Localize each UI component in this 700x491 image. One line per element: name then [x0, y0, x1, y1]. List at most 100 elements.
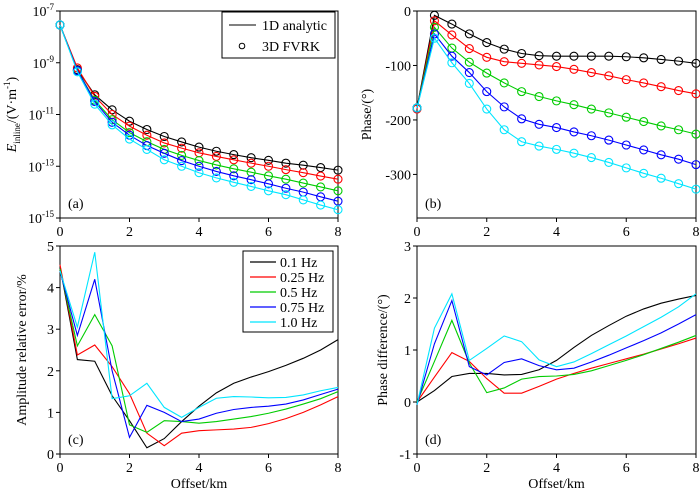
data-point-marker — [604, 108, 614, 118]
data-point-marker — [447, 19, 457, 29]
data-point-marker — [229, 177, 239, 187]
data-point-marker — [517, 137, 527, 147]
data-point-marker — [569, 127, 579, 137]
data-point-marker — [142, 124, 152, 135]
data-point-marker — [464, 68, 474, 78]
series-line — [416, 14, 697, 109]
data-point-marker — [691, 129, 700, 139]
series-0-25-hz — [412, 16, 700, 114]
data-point-marker — [482, 68, 492, 78]
data-point-marker — [499, 44, 509, 54]
data-point-marker — [298, 178, 308, 188]
data-point-marker — [534, 119, 544, 129]
legend-label: 1.0 Hz — [280, 316, 317, 331]
x-tick-label: 4 — [196, 225, 203, 240]
data-point-marker — [124, 134, 135, 144]
data-point-marker — [194, 168, 204, 178]
data-point-marker — [464, 57, 474, 67]
data-point-marker — [281, 158, 291, 168]
x-tick-label: 2 — [483, 225, 490, 240]
data-point-marker — [298, 195, 308, 205]
x-tick-label: 4 — [196, 461, 203, 476]
data-point-marker — [691, 58, 700, 68]
data-point-marker — [107, 117, 117, 127]
data-point-marker — [159, 155, 169, 165]
series-0-1-hz — [416, 294, 697, 403]
legend: 0.1 Hz0.25 Hz0.5 Hz0.75 Hz1.0 Hz — [242, 250, 334, 333]
panel-b-phase: 0 2 4 6 8 0 -100 -200 -300 Phase/(°) (b) — [360, 5, 700, 240]
data-point-marker — [194, 142, 204, 152]
series-line — [59, 24, 339, 211]
data-point-marker — [281, 183, 291, 193]
data-point-marker — [124, 116, 135, 126]
data-point-marker — [586, 104, 596, 114]
series-0-75-hz — [416, 298, 697, 405]
series-line — [59, 268, 339, 433]
data-point-marker — [517, 58, 527, 68]
data-point-marker — [604, 135, 614, 145]
legend-label: 0.5 Hz — [280, 286, 317, 301]
data-point-marker — [569, 64, 579, 74]
y-tick-label: 4 — [47, 282, 54, 297]
data-point-marker — [159, 148, 169, 158]
data-point-marker — [142, 130, 152, 140]
data-point-marker — [534, 51, 544, 61]
series-0-5-hz — [59, 268, 339, 433]
data-point-marker — [159, 138, 169, 148]
data-point-marker — [177, 143, 187, 153]
legend-box — [221, 11, 336, 59]
data-point-marker — [656, 173, 666, 183]
data-point-marker — [569, 51, 579, 61]
plot-frame — [416, 10, 697, 219]
y-tick-label: 10-11 — [28, 106, 54, 124]
series-1-0-hz — [55, 20, 343, 215]
data-point-marker — [517, 48, 527, 59]
data-point-marker — [177, 161, 187, 171]
data-point-marker — [691, 184, 700, 194]
y-tick-label: 10-15 — [28, 209, 54, 227]
x-tick-label: 6 — [265, 225, 272, 240]
x-tick-label: 0 — [414, 225, 421, 240]
y-tick-label: 2 — [47, 365, 54, 380]
x-axis-title: Offset/km — [171, 477, 228, 491]
data-point-marker — [534, 91, 544, 102]
data-point-marker — [639, 78, 649, 88]
y-tick-label: 10-7 — [33, 2, 55, 20]
data-point-marker — [499, 125, 509, 135]
data-point-marker — [447, 58, 457, 68]
x-tick-label: 0 — [57, 225, 64, 240]
data-point-marker — [551, 144, 562, 154]
panel-c-amplitude-error: 0 2 4 6 8 0 1 2 3 4 5 Amplitude relative error/% Off… — [15, 240, 342, 491]
series-0-25-hz — [59, 264, 339, 447]
data-point-marker — [298, 168, 308, 178]
series-line — [416, 19, 697, 110]
y-tick-label: 0 — [47, 448, 54, 463]
data-point-marker — [534, 60, 544, 70]
data-point-marker — [90, 99, 100, 109]
data-point-marker — [482, 52, 492, 62]
data-point-marker — [333, 186, 343, 196]
y-tick-label: 10-9 — [33, 54, 55, 72]
series-0-75-hz — [412, 29, 700, 170]
data-point-marker — [333, 165, 343, 175]
plot-frame — [416, 245, 697, 455]
data-point-marker — [517, 87, 527, 97]
data-point-marker — [586, 51, 596, 61]
x-tick-label: 6 — [623, 225, 630, 240]
data-point-marker — [177, 156, 187, 166]
data-point-marker — [263, 179, 274, 189]
data-point-marker — [517, 114, 527, 124]
panel-label: (c) — [68, 433, 84, 448]
series-1-0-hz — [412, 33, 700, 194]
series-1-0-hz — [59, 252, 339, 419]
data-point-marker — [177, 150, 187, 160]
data-point-marker — [211, 146, 221, 156]
data-point-marker — [246, 175, 256, 185]
data-point-marker — [464, 44, 474, 54]
data-point-marker — [604, 51, 614, 61]
data-point-marker — [211, 166, 221, 176]
legend-label: 0.75 Hz — [280, 301, 324, 316]
data-point-marker — [691, 89, 700, 99]
data-point-marker — [124, 121, 135, 131]
